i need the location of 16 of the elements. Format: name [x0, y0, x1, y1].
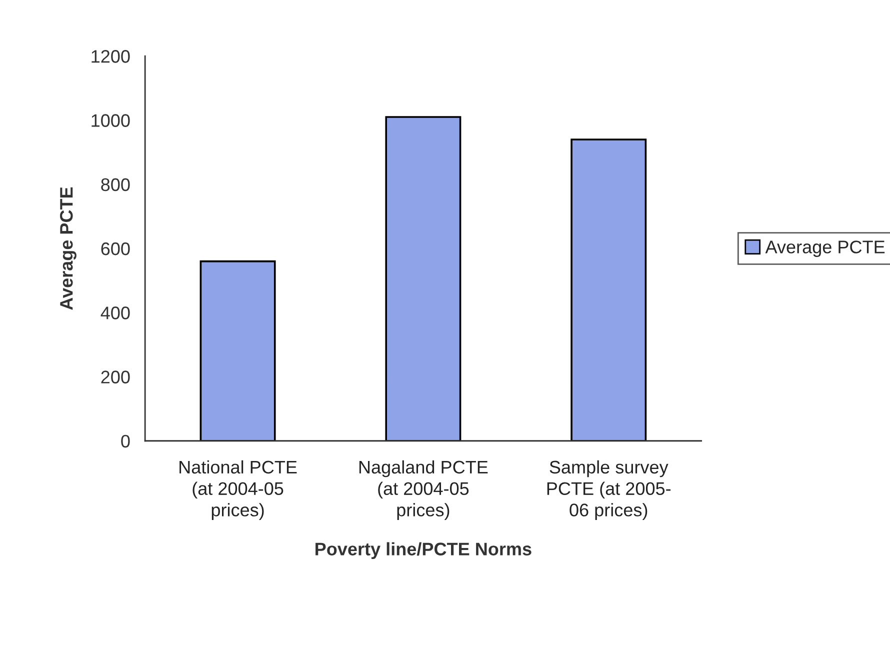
bar: [570, 138, 647, 441]
y-tick-label: 200: [101, 370, 130, 384]
x-tick-label: National PCTE (at 2004-05 prices): [180, 460, 297, 520]
y-tick-label: 0: [121, 434, 130, 448]
x-tick-label: Nagaland PCTE (at 2004-05 prices): [359, 460, 488, 520]
y-tick-label: 800: [101, 178, 130, 192]
bar: [385, 116, 462, 441]
legend-label: Average PCTE: [765, 240, 885, 257]
y-tick-label: 1000: [92, 114, 130, 127]
x-axis-title: Poverty line/PCTE Norms: [316, 542, 532, 560]
y-tick-label: 400: [100, 306, 130, 320]
y-tick-label: 1200: [92, 50, 130, 63]
x-tick-label: Sample survey PCTE (at 2005- 06 prices): [547, 460, 671, 520]
y-axis-title: Average PCTE: [60, 187, 76, 310]
bar: [200, 260, 276, 441]
y-tick-label: 600: [101, 242, 130, 256]
